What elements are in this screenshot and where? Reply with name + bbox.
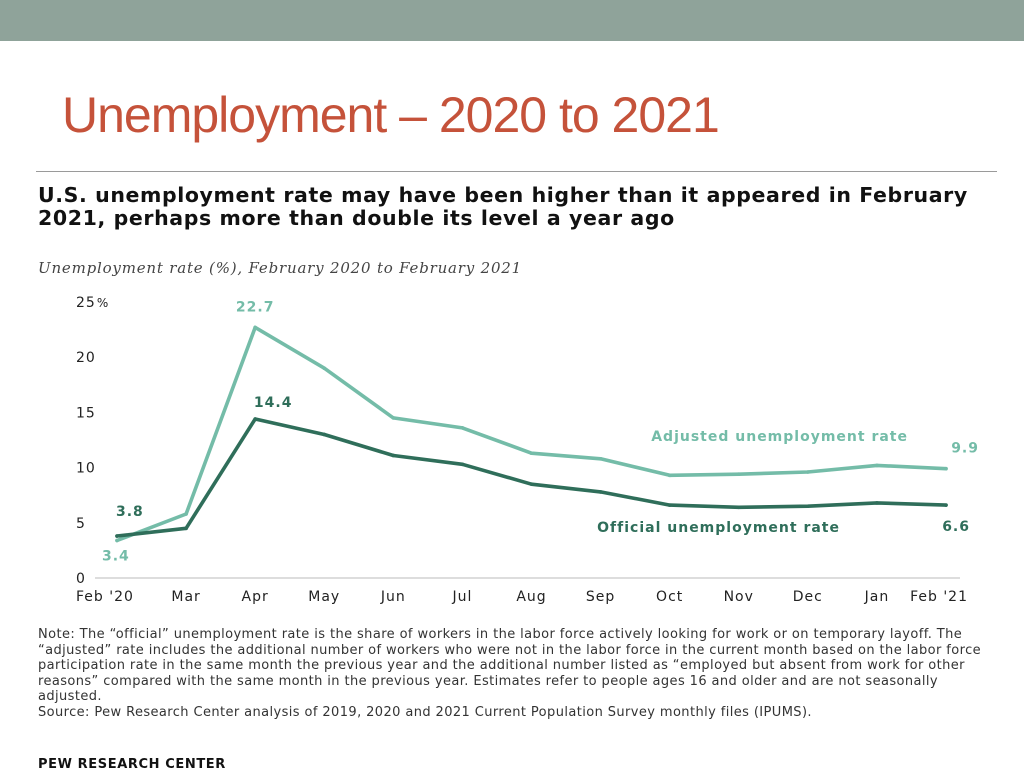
x-tick-label: Sep (586, 589, 615, 605)
series-lines (115, 325, 948, 543)
adjusted-rate-point (667, 473, 672, 478)
official-series-label: Official unemployment rate (597, 520, 840, 536)
official-rate-point (736, 505, 741, 510)
official-rate-point (944, 503, 948, 507)
adjusted-rate-point (391, 416, 396, 420)
chart-note: Note: The “official” unemployment rate i… (38, 627, 993, 721)
x-tick-label: Apr (242, 589, 269, 605)
official-rate-point (184, 526, 188, 531)
official-rate-point (322, 432, 327, 437)
official-rate-point (806, 504, 810, 509)
y-axis: 0 5 10 15 20 25% (76, 295, 109, 587)
official-rate-point (253, 417, 257, 421)
y-tick-label: 25% (76, 295, 109, 311)
chart-title: U.S. unemployment rate may have been hig… (38, 183, 968, 230)
official-rate-point (391, 453, 396, 458)
adjusted-series-label: Adjusted unemployment rate (651, 429, 908, 445)
pew-credit: PEW RESEARCH CENTER (38, 757, 226, 772)
adjusted-rate-point (529, 451, 534, 456)
data-label: 22.7 (236, 299, 275, 315)
x-tick-label: Jun (380, 589, 406, 605)
title-divider (36, 171, 997, 172)
x-tick-label: May (308, 589, 340, 605)
y-tick-label: 15 (76, 405, 96, 421)
official-rate-point (460, 462, 465, 467)
official-rate-point (667, 503, 672, 507)
y-tick-label: 5 (76, 516, 86, 532)
note-text: Note: The “official” unemployment rate i… (38, 627, 982, 705)
chart-subtitle: Unemployment rate (%), February 2020 to … (38, 259, 522, 277)
official-rate-point (598, 490, 603, 494)
official-rate-point (875, 501, 879, 505)
adjusted-rate-point (253, 325, 257, 330)
y-tick-label: 10 (76, 461, 96, 477)
x-tick-label: Mar (171, 589, 200, 605)
adjusted-rate-point (115, 538, 119, 543)
y-tick-label: 20 (76, 350, 96, 366)
x-tick-label: Jan (864, 589, 890, 605)
adjusted-rate-point (806, 470, 810, 474)
unemployment-line-chart: 0 5 10 15 20 25% Feb '20 Mar Apr May Jun Jul Aug Sep… (76, 295, 979, 605)
data-label: 14.4 (254, 395, 293, 411)
x-tick-label: Nov (724, 589, 754, 605)
data-label: 3.4 (102, 548, 130, 564)
data-label: 9.9 (951, 441, 979, 457)
x-tick-label: Jul (451, 589, 472, 605)
chart-labels: Adjusted unemployment rate Official unemp… (102, 299, 979, 564)
official-rate-point (529, 482, 534, 486)
top-accent-bar (0, 0, 1024, 41)
adjusted-rate-point (944, 466, 948, 471)
adjusted-rate-point (322, 366, 327, 371)
data-label: 6.6 (942, 519, 970, 535)
x-tick-label: Dec (793, 589, 823, 605)
y-tick-label: 0 (76, 571, 86, 587)
adjusted-rate-point (736, 472, 741, 477)
data-label: 3.8 (116, 504, 144, 520)
x-axis: Feb '20 Mar Apr May Jun Jul Aug Sep Oct Nov Dec Jan… (76, 577, 968, 605)
source-text: Source: Pew Research Center analysis of … (38, 704, 812, 720)
adjusted-rate-point (184, 512, 188, 516)
y-unit-label: % (97, 296, 109, 310)
x-tick-label: Feb '20 (76, 589, 134, 605)
x-tick-label: Feb '21 (910, 589, 968, 605)
x-tick-label: Aug (516, 589, 546, 605)
adjusted-rate-point (875, 463, 879, 468)
x-tick-label: Oct (656, 589, 683, 605)
slide-title: Unemployment – 2020 to 2021 (62, 87, 720, 143)
official-rate-point (115, 534, 119, 538)
adjusted-rate-point (598, 456, 603, 461)
adjusted-rate-point (460, 426, 465, 430)
